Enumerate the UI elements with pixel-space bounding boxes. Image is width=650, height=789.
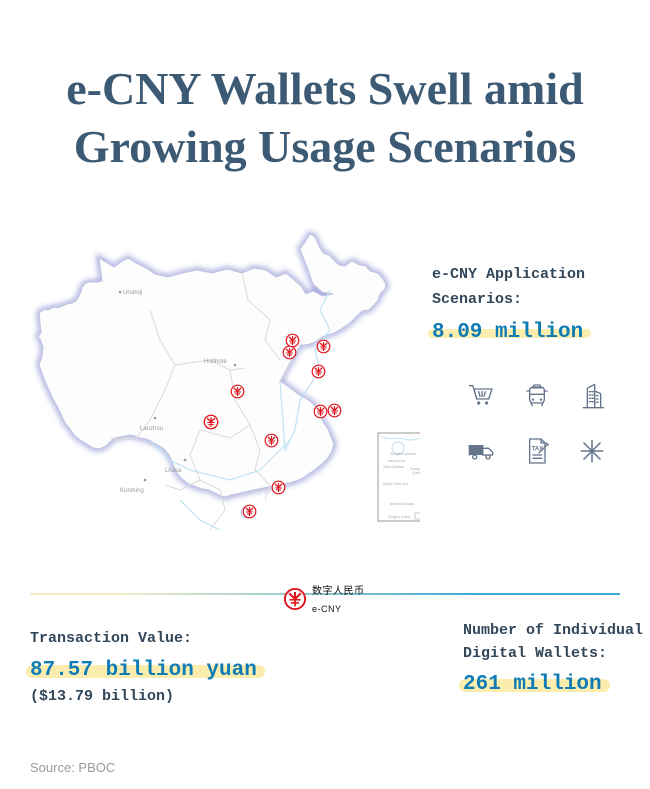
svg-text:Nansha Qundao: Nansha Qundao (390, 502, 414, 506)
svg-text:Hainan Dao: Hainan Dao (388, 459, 406, 463)
svg-text:Dongsha Qundao: Dongsha Qundao (390, 452, 416, 456)
svg-text:Lanzhou: Lanzhou (140, 426, 163, 432)
svg-text:South China Sea: South China Sea (383, 482, 408, 486)
svg-text:Lhasa: Lhasa (165, 468, 182, 474)
svg-text:Hohhote: Hohhote (204, 359, 227, 365)
svg-text:Urumqi: Urumqi (123, 290, 142, 296)
svg-text:Qundao: Qundao (412, 471, 420, 475)
svg-text:Zengmu Ansha: Zengmu Ansha (388, 515, 410, 519)
svg-text:Kunming: Kunming (120, 488, 144, 494)
svg-text:Xisha Qundao: Xisha Qundao (383, 465, 404, 469)
